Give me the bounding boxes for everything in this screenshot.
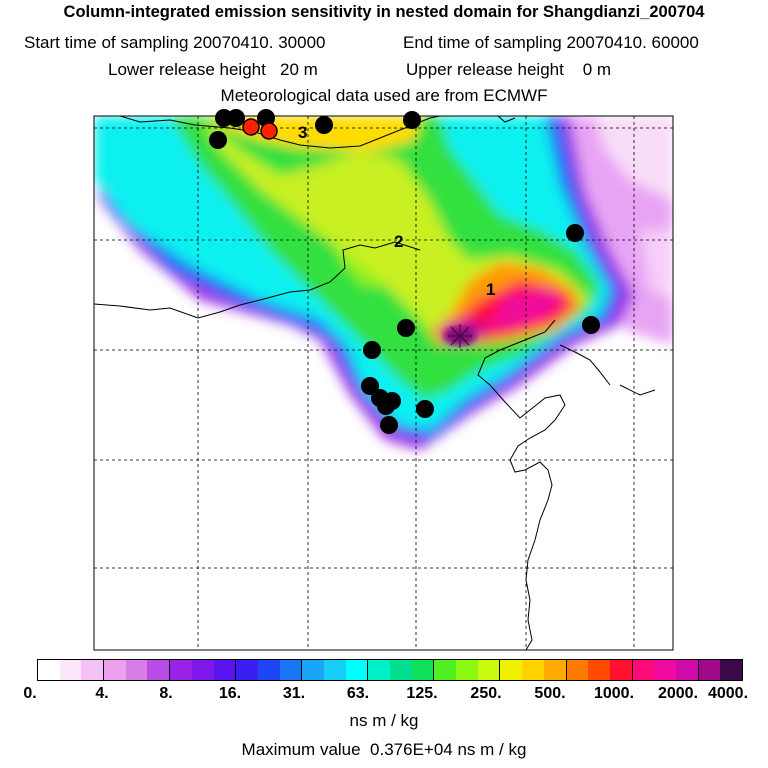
sensitivity-field [94,116,673,450]
colorbar-swatch [543,660,567,680]
colorbar-swatch [191,660,214,680]
station-marker [403,111,421,129]
colorbar-swatch [81,660,105,680]
station-marker [566,224,584,242]
colorbar [37,659,743,681]
colorbar-swatch [632,660,655,680]
upper-release-label: Upper release height 0 m [406,60,612,79]
colorbar-swatch [609,660,633,680]
colorbar-swatch [522,660,544,680]
colorbar-swatch [434,660,457,680]
contour-label: 1 [486,280,495,299]
station-marker [377,397,395,415]
colorbar-tick-label: 0. [23,685,37,702]
colorbar-swatch [720,660,742,680]
station-marker [361,377,379,395]
start-time-label: Start time of sampling 20070410. 30000 [24,33,326,52]
colorbar-swatch [411,660,435,680]
colorbar-swatch [59,660,82,680]
colorbar-swatch [147,660,171,680]
colorbar-swatch [654,660,676,680]
station-marker-red [242,118,260,136]
colorbar-tick-label: 8. [159,685,173,702]
release-site-star [448,324,472,348]
station-marker [363,341,381,359]
station-marker [227,109,245,127]
max-value-label: Maximum value 0.376E+04 ns m / kg [241,740,527,759]
end-time-label: End time of sampling 20070410. 60000 [403,33,699,52]
colorbar-tick-label: 2000. [657,685,699,702]
colorbar-tick-label: 31. [282,685,306,702]
colorbar-tick-label: 4000. [707,685,749,702]
station-marker [416,400,434,418]
colorbar-swatch [279,660,303,680]
colorbar-tick-label: 4. [95,685,109,702]
colorbar-swatch [345,660,369,680]
colorbar-swatch [213,660,237,680]
colorbar-swatch [236,660,258,680]
station-marker [209,131,227,149]
colorbar-units: ns m / kg [349,711,419,730]
station-marker [315,116,333,134]
coastline [93,115,656,651]
station-marker [397,319,415,337]
colorbar-swatch [477,660,501,680]
colorbar-swatch [390,660,412,680]
colorbar-swatch [675,660,699,680]
met-data-label: Meteorological data used are from ECMWF [220,86,548,105]
colorbar-tick-label: 63. [346,685,370,702]
colorbar-tick-label: 250. [470,685,502,702]
colorbar-swatch [500,660,523,680]
station-marker-red [260,122,278,140]
colorbar-swatch [257,660,280,680]
map-frame [93,115,674,651]
colorbar-swatch [588,660,610,680]
colorbar-swatch [323,660,346,680]
station-marker [380,416,398,434]
colorbar-tick-label: 125. [406,685,438,702]
station-markers [209,109,600,434]
colorbar-swatch [170,660,192,680]
colorbar-swatch [368,660,390,680]
colorbar-tick-label: 1000. [593,685,635,702]
colorbar-swatch [698,660,721,680]
contour-label: 3 [298,123,307,142]
colorbar-swatch [566,660,589,680]
colorbar-tick-label: 500. [534,685,566,702]
figure-title: Column-integrated emission sensitivity i… [63,3,705,21]
colorbar-swatch [125,660,148,680]
colorbar-tick-label: 16. [218,685,242,702]
station-marker [582,316,600,334]
colorbar-swatch [104,660,126,680]
lower-release-label: Lower release height 20 m [108,60,318,79]
colorbar-swatch [456,660,478,680]
colorbar-swatch [38,660,60,680]
colorbar-swatch [302,660,324,680]
contour-label: 2 [394,232,403,251]
